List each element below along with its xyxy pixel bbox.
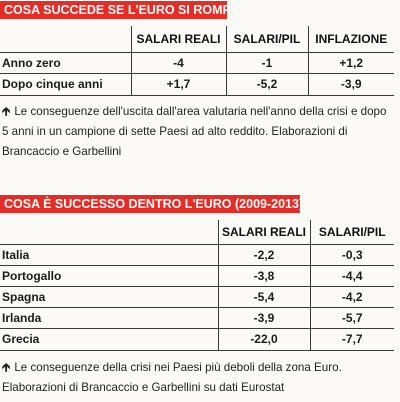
table-row: Dopo cinque anni +1,7 -5,2 -3,9 [0, 72, 394, 96]
cell-value: +1,7 [130, 72, 226, 96]
section2-table: SALARI REALI SALARI/PIL Italia -2,2 -0,3… [0, 220, 394, 351]
table-row: Portogallo -3,8 -4,4 [0, 264, 394, 286]
cell-value: -3,8 [217, 264, 310, 286]
section2-header-blank [0, 220, 218, 244]
cell-value: -22,0 [217, 327, 310, 351]
cell-value: -4,4 [309, 264, 394, 286]
section2-col-header: SALARI REALI [217, 220, 310, 244]
table-row: Irlanda -3,9 -5,7 [0, 306, 394, 328]
cell-value: -0,3 [309, 243, 394, 265]
table-row: Anno zero -4 -1 +1,2 [0, 51, 394, 73]
section1-title: COSA SUCCEDE SE L'EURO SI ROMPE [0, 1, 227, 19]
section1-caption: 🡱 Le conseguenze dell'uscita dall'area va… [2, 102, 394, 162]
row-label: Anno zero [0, 51, 131, 73]
cell-value: -7,7 [309, 327, 394, 351]
section1-header-row: SALARI REALI SALARI/PIL INFLAZIONE [0, 26, 394, 52]
cell-value: -2,2 [217, 243, 310, 265]
table-row: Spagna -5,4 -4,2 [0, 285, 394, 307]
section2-col-header: SALARI/PIL [309, 220, 394, 244]
section2-title: COSA È SUCCESSO DENTRO L'EURO (2009-2013… [0, 195, 300, 213]
row-label: Dopo cinque anni [0, 72, 131, 96]
row-label: Irlanda [0, 306, 218, 328]
cell-value: -3,9 [217, 306, 310, 328]
cell-value: -3,9 [307, 72, 394, 96]
section2-header-row: SALARI REALI SALARI/PIL [0, 220, 394, 244]
section1-table: SALARI REALI SALARI/PIL INFLAZIONE Anno … [0, 26, 394, 96]
section1-col-header: SALARI REALI [130, 26, 226, 52]
cell-value: -1 [225, 51, 308, 73]
row-label: Italia [0, 243, 218, 265]
table-row: Grecia -22,0 -7,7 [0, 327, 394, 351]
arrow-up-icon: 🡱 [2, 105, 11, 118]
cell-value: -4 [130, 51, 226, 73]
cell-value: -5,7 [309, 306, 394, 328]
cell-value: +1,2 [307, 51, 394, 73]
section1-header-blank [0, 26, 131, 52]
row-label: Grecia [0, 327, 218, 351]
section2-caption-text: Le conseguenze della crisi nei Paesi più… [2, 361, 342, 394]
section1-col-header: SALARI/PIL [225, 26, 308, 52]
section1-col-header: INFLAZIONE [307, 26, 394, 52]
table-row: Italia -2,2 -0,3 [0, 243, 394, 265]
row-label: Portogallo [0, 264, 218, 286]
row-label: Spagna [0, 285, 218, 307]
section2-caption: 🡱 Le conseguenze della crisi nei Paesi pi… [2, 358, 394, 398]
cell-value: -5,4 [217, 285, 310, 307]
arrow-up-icon: 🡱 [2, 361, 11, 374]
section1-caption-text: Le conseguenze dell'uscita dall'area val… [2, 105, 387, 158]
cell-value: -4,2 [309, 285, 394, 307]
cell-value: -5,2 [225, 72, 308, 96]
